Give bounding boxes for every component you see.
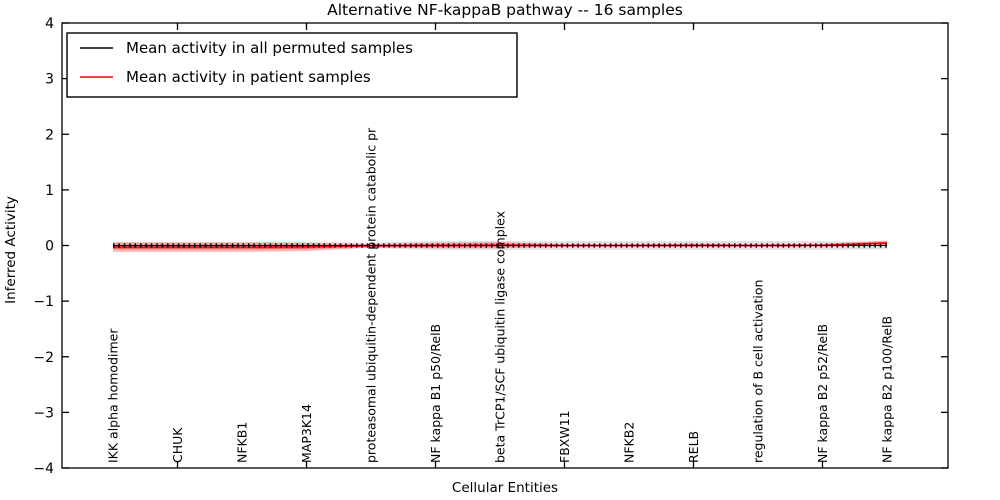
y-tick-label: −4 xyxy=(33,461,54,477)
category-label: MAP3K14 xyxy=(299,404,314,463)
y-tick-label: 1 xyxy=(45,183,54,199)
y-tick-label: −3 xyxy=(33,405,54,421)
category-label: IKK alpha homodimer xyxy=(106,328,121,463)
category-labels: IKK alpha homodimer CHUK NFKB1 MAP3K14 prote… xyxy=(106,127,895,463)
category-label: regulation of B cell activation xyxy=(751,280,766,463)
category-label: NF kappa B2 p52/RelB xyxy=(815,324,830,463)
y-tick-label: 2 xyxy=(45,127,54,143)
category-label: beta TrCP1/SCF ubiquitin ligase complex xyxy=(493,211,508,463)
y-tick-label: 0 xyxy=(45,239,54,255)
chart-title: Alternative NF-kappaB pathway -- 16 samp… xyxy=(327,1,683,19)
y-axis-label: Inferred Activity xyxy=(3,196,19,304)
legend: Mean activity in all permuted samples Me… xyxy=(66,32,518,98)
y-tick-label: −2 xyxy=(33,350,54,366)
category-label: proteasomal ubiquitin-dependent protein … xyxy=(364,127,379,463)
plot-frame xyxy=(61,22,949,469)
category-label: RELB xyxy=(686,431,701,463)
category-label: NFKB2 xyxy=(622,422,637,463)
category-label: CHUK xyxy=(170,427,185,463)
band-series-1 xyxy=(113,240,887,252)
y-tick-label: −1 xyxy=(33,294,54,310)
x-axis-label: Cellular Entities xyxy=(452,480,558,496)
y-tick-labels: 4 3 2 1 0 −1 −2 −3 −4 xyxy=(33,16,54,477)
category-label: NF kappa B2 p100/RelB xyxy=(880,316,895,463)
legend-label-permuted: Mean activity in all permuted samples xyxy=(126,39,413,57)
legend-box xyxy=(66,32,518,98)
y-tick-label: 4 xyxy=(45,16,54,32)
category-label: NFKB1 xyxy=(235,422,250,463)
category-label: FBXW11 xyxy=(557,410,572,463)
series-lines xyxy=(113,242,888,248)
y-tick-label: 3 xyxy=(45,72,54,88)
category-label: NF kappa B1 p50/RelB xyxy=(428,324,443,463)
legend-label-patient: Mean activity in patient samples xyxy=(126,68,371,86)
